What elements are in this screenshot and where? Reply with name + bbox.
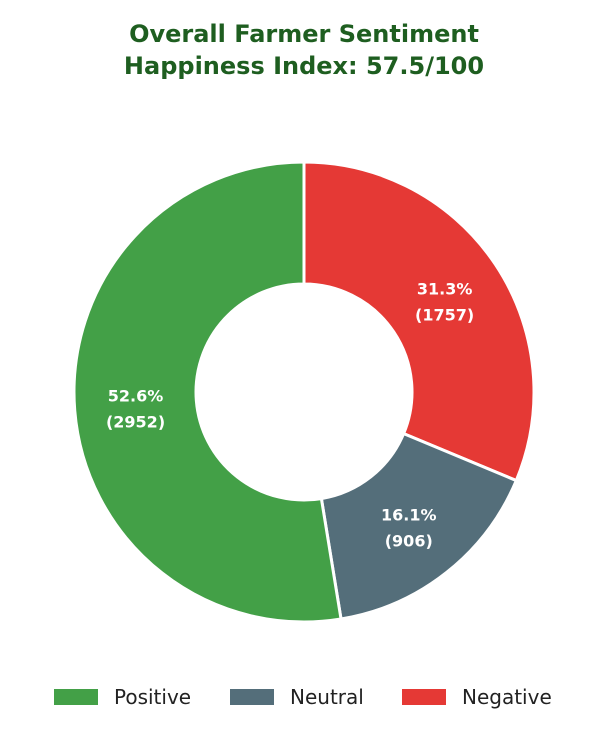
slice-negative[interactable]	[302, 160, 536, 483]
data-label-neutral-percent: 16.1%	[381, 506, 437, 525]
data-label-neutral-count: (906)	[385, 532, 433, 551]
legend-swatch-positive	[54, 689, 98, 705]
chart-title-line1: Overall Farmer Sentiment	[129, 20, 479, 48]
data-label-negative-percent: 31.3%	[417, 279, 473, 298]
legend-item-negative[interactable]: Negative	[402, 685, 552, 709]
data-label-negative-count: (1757)	[415, 305, 474, 324]
data-label-positive-percent: 52.6%	[108, 387, 164, 406]
legend-label-neutral: Neutral	[290, 685, 364, 709]
donut-chart: 31.3% (1757) 16.1% (906) 52.6% (2952)	[72, 160, 536, 624]
legend-swatch-negative	[402, 689, 446, 705]
legend-item-neutral[interactable]: Neutral	[230, 685, 364, 709]
chart-title-line2: Happiness Index: 57.5/100	[123, 52, 485, 80]
legend: Positive Neutral Negative	[0, 685, 608, 713]
legend-label-positive: Positive	[114, 685, 192, 709]
slice-neutral[interactable]	[319, 432, 518, 621]
legend-swatch-neutral	[230, 689, 274, 705]
legend-label-negative: Negative	[462, 685, 552, 709]
chart-title: Overall Farmer Sentiment Happiness Index…	[0, 18, 608, 82]
data-label-positive-count: (2952)	[106, 413, 165, 432]
slice-positive[interactable]	[72, 160, 343, 624]
legend-item-positive[interactable]: Positive	[54, 685, 191, 709]
